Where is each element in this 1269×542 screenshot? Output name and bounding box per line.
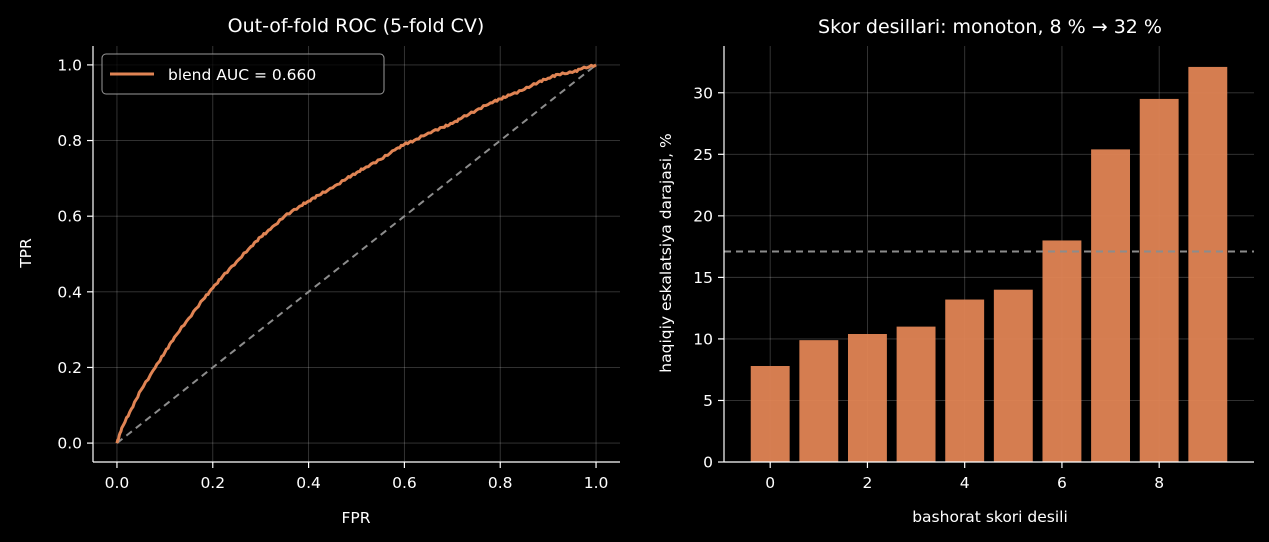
decile-bar [799, 340, 839, 462]
decile-bar [1139, 98, 1179, 462]
decile-y-tick-label: 30 [693, 84, 713, 102]
roc-x-tick-label: 0.6 [392, 474, 417, 492]
decile-y-tick-label: 20 [693, 207, 713, 225]
roc-x-ticks: 0.0 0.2 0.4 0.6 0.8 1.0 [105, 462, 609, 492]
decile-y-tick-label: 15 [693, 269, 713, 287]
roc-y-tick-label: 0.2 [57, 359, 82, 377]
roc-y-tick-label: 0.8 [57, 132, 82, 150]
roc-curve [115, 63, 597, 444]
decile-y-tick-label: 5 [703, 392, 713, 410]
roc-y-tick-label: 0.4 [57, 283, 82, 301]
decile-axes [723, 46, 1254, 463]
decile-bar [896, 326, 936, 462]
decile-x-ticks: 0 2 4 6 8 [765, 462, 1164, 492]
decile-x-axis-label: bashorat skori desili [912, 508, 1068, 526]
decile-bar [847, 334, 887, 462]
roc-x-tick-label: 0.0 [105, 474, 130, 492]
decile-y-axis-label: haqiqiy eskalatsiya darajasi, % [657, 133, 675, 372]
roc-legend-box [101, 53, 385, 95]
roc-x-tick-label: 0.2 [200, 474, 225, 492]
decile-bar [1188, 66, 1228, 462]
roc-x-tick-label: 1.0 [584, 474, 609, 492]
roc-y-tick-label: 1.0 [57, 56, 82, 74]
roc-x-tick-label: 0.8 [488, 474, 513, 492]
roc-y-tick-label: 0.0 [57, 435, 82, 453]
decile-x-tick-label: 2 [863, 474, 873, 492]
roc-y-ticks: 0.0 0.2 0.4 0.6 0.8 1.0 [57, 56, 93, 453]
roc-chart: Out-of-fold ROC (5-fold CV) 0.0 0.2 0.4 0.6… [17, 15, 620, 527]
roc-y-axis-label: TPR [17, 238, 35, 269]
decile-x-tick-label: 0 [765, 474, 775, 492]
roc-legend-label: blend AUC = 0.660 [168, 66, 316, 84]
roc-chance-line [116, 64, 597, 444]
roc-x-tick-label: 0.4 [296, 474, 321, 492]
decile-bars [750, 66, 1228, 462]
decile-x-tick-label: 6 [1057, 474, 1067, 492]
decile-bar [1091, 149, 1131, 462]
decile-y-ticks: 0 5 10 15 20 25 30 [693, 84, 724, 472]
decile-y-tick-label: 25 [693, 146, 713, 164]
roc-axes [92, 46, 620, 463]
decile-y-tick-label: 10 [693, 330, 713, 348]
decile-x-tick-label: 4 [960, 474, 970, 492]
decile-bar [1042, 240, 1082, 462]
decile-bar [993, 289, 1033, 462]
decile-y-tick-label: 0 [703, 454, 713, 472]
decile-bar [750, 366, 790, 462]
decile-x-tick-label: 8 [1154, 474, 1164, 492]
roc-y-tick-label: 0.6 [57, 208, 82, 226]
decile-bar [945, 299, 985, 462]
roc-legend: blend AUC = 0.660 [101, 53, 385, 95]
roc-x-axis-label: FPR [341, 509, 370, 527]
roc-chart-title: Out-of-fold ROC (5-fold CV) [228, 15, 485, 37]
decile-chart-title: Skor desillari: monoton, 8 % → 32 % [818, 16, 1162, 38]
roc-series [115, 63, 597, 444]
decile-chart: Skor desillari: monoton, 8 % → 32 % 0 2 4 6… [657, 16, 1254, 526]
